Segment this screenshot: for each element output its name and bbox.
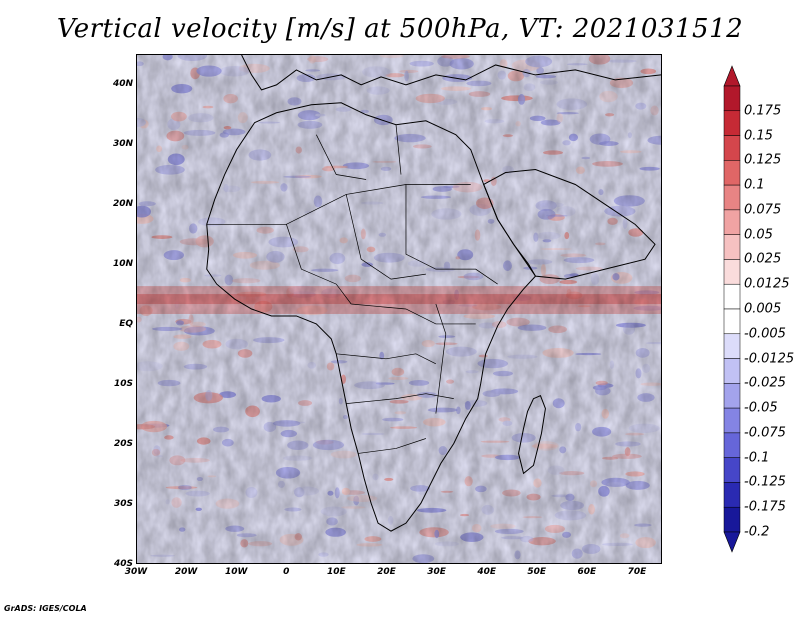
x-tick-label: 30W — [124, 567, 148, 577]
x-tick-label: 20E — [377, 567, 396, 577]
colorbar-label: -0.125 — [744, 474, 786, 490]
colorbar-swatch — [723, 209, 741, 235]
map-panel — [136, 54, 662, 564]
x-tick-label: 20W — [174, 567, 198, 577]
colorbar-swatch — [723, 85, 741, 112]
colorbar-label: -0.0125 — [744, 351, 795, 367]
colorbar-swatch — [723, 135, 741, 161]
colorbar-label: 0.125 — [744, 152, 782, 168]
x-tick-label: 70E — [627, 567, 647, 577]
noise-texture — [137, 55, 661, 563]
colorbar-swatch — [723, 184, 741, 211]
x-tick-label: 40E — [477, 567, 496, 577]
x-tick-label: 30E — [427, 567, 446, 577]
colorbar — [723, 65, 741, 553]
colorbar-swatch — [723, 283, 741, 310]
colorbar-swatch — [723, 358, 741, 384]
y-tick-label: EQ — [119, 319, 133, 329]
footer-credit: GrADS: IGES/COLA — [4, 604, 87, 613]
y-tick-label: 40S — [113, 559, 133, 569]
colorbar-swatch — [723, 432, 741, 458]
colorbar-swatch — [723, 383, 741, 409]
colorbar-swatch — [723, 482, 741, 508]
colorbar-label: 0.025 — [744, 251, 782, 267]
colorbar-label: -0.05 — [744, 400, 778, 416]
colorbar-label: -0.2 — [744, 524, 770, 540]
colorbar-swatch — [723, 407, 741, 434]
colorbar-swatch — [723, 506, 741, 533]
map-svg — [137, 55, 661, 563]
colorbar-swatch — [723, 457, 741, 483]
y-tick-label: 20N — [112, 199, 133, 209]
colorbar-label: 0.175 — [744, 103, 782, 119]
y-tick-label: 10S — [113, 379, 133, 389]
y-tick-label: 10N — [112, 259, 133, 269]
colorbar-bottom-arrow — [723, 531, 741, 553]
colorbar-label: 0.075 — [744, 202, 782, 218]
x-tick-label: 10E — [327, 567, 346, 577]
colorbar-label: 0.1 — [744, 177, 765, 193]
colorbar-swatch — [723, 234, 741, 260]
y-tick-label: 30S — [113, 499, 133, 509]
y-tick-label: 40N — [112, 79, 133, 89]
colorbar-label: 0.15 — [744, 128, 773, 144]
x-tick-label: 60E — [577, 567, 597, 577]
y-tick-label: 30N — [112, 139, 133, 149]
colorbar-swatch — [723, 259, 741, 285]
colorbar-label: -0.175 — [744, 499, 786, 515]
colorbar-swatch — [723, 160, 741, 186]
colorbar-label: 0.005 — [744, 301, 782, 317]
x-tick-label: 10W — [224, 567, 248, 577]
colorbar-label: -0.1 — [744, 450, 770, 466]
x-tick-label: 50E — [527, 567, 547, 577]
colorbar-label: -0.075 — [744, 425, 786, 441]
colorbar-top-arrow — [723, 65, 741, 87]
chart-title: Vertical velocity [m/s] at 500hPa, VT: 2… — [56, 14, 744, 44]
colorbar-label: -0.025 — [744, 375, 786, 391]
colorbar-swatch — [723, 110, 741, 136]
colorbar-label: 0.05 — [744, 227, 773, 243]
y-tick-label: 20S — [113, 439, 133, 449]
colorbar-label: -0.005 — [744, 326, 786, 342]
colorbar-swatch — [723, 308, 741, 335]
x-tick-label: 0 — [283, 567, 290, 577]
colorbar-swatch — [723, 333, 741, 359]
colorbar-label: 0.0125 — [744, 276, 790, 292]
